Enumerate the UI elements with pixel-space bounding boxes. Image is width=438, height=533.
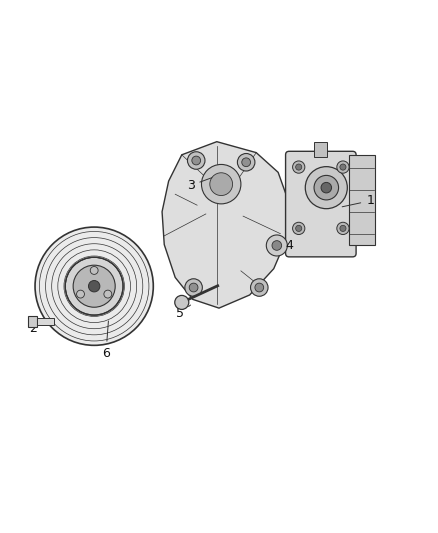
Circle shape: [314, 175, 339, 200]
Text: 3: 3: [187, 177, 212, 192]
Circle shape: [251, 279, 268, 296]
Circle shape: [340, 225, 346, 231]
Circle shape: [65, 257, 123, 315]
Text: 1: 1: [342, 195, 374, 207]
Bar: [349, 155, 375, 245]
Text: 5: 5: [176, 305, 191, 320]
Bar: [28, 316, 37, 327]
Circle shape: [305, 167, 347, 209]
Circle shape: [77, 290, 85, 298]
Circle shape: [272, 241, 282, 251]
Circle shape: [337, 222, 349, 235]
FancyBboxPatch shape: [286, 151, 356, 257]
Circle shape: [321, 182, 332, 193]
Circle shape: [104, 290, 112, 298]
Circle shape: [192, 156, 201, 165]
Bar: [37, 318, 54, 325]
Circle shape: [266, 235, 287, 256]
Circle shape: [175, 295, 189, 310]
Circle shape: [189, 283, 198, 292]
Circle shape: [237, 154, 255, 171]
Circle shape: [201, 165, 241, 204]
Circle shape: [337, 161, 349, 173]
Circle shape: [293, 161, 305, 173]
Polygon shape: [162, 142, 289, 308]
Text: 2: 2: [29, 322, 43, 335]
Text: 6: 6: [102, 321, 110, 360]
Circle shape: [255, 283, 264, 292]
Circle shape: [73, 265, 115, 307]
Circle shape: [88, 280, 100, 292]
Circle shape: [242, 158, 251, 167]
Circle shape: [340, 164, 346, 170]
Circle shape: [35, 227, 153, 345]
Circle shape: [187, 152, 205, 169]
Circle shape: [296, 225, 302, 231]
Bar: [314, 142, 327, 157]
Circle shape: [293, 222, 305, 235]
Circle shape: [90, 266, 98, 274]
Text: 4: 4: [279, 239, 293, 252]
Circle shape: [185, 279, 202, 296]
Circle shape: [210, 173, 233, 196]
Circle shape: [296, 164, 302, 170]
